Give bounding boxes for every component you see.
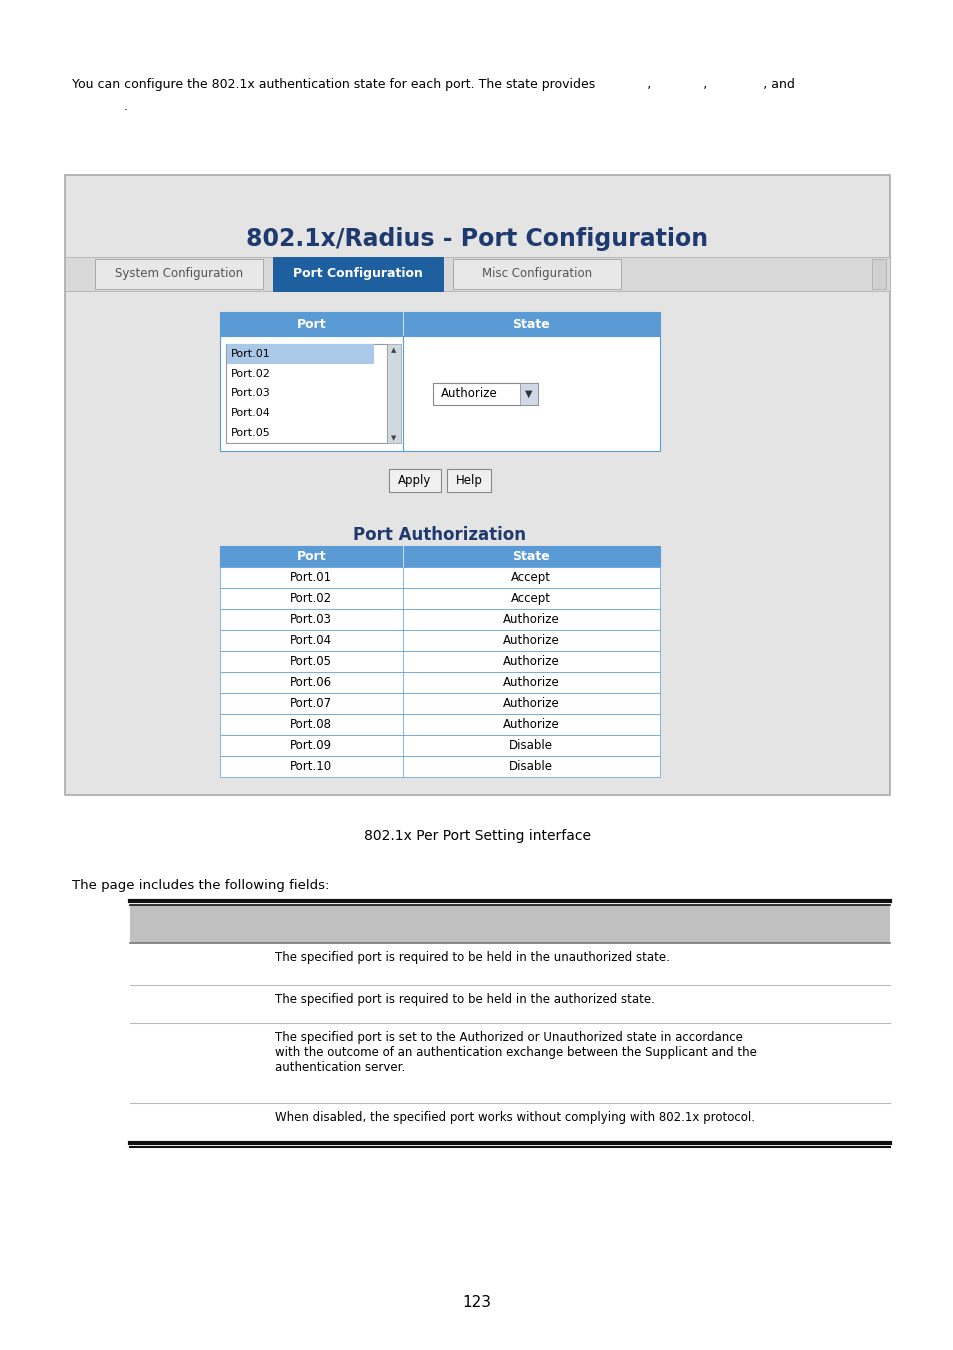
- Text: System Configuration: System Configuration: [114, 267, 243, 281]
- Text: ▲: ▲: [391, 347, 395, 352]
- Text: Port.02: Port.02: [231, 369, 271, 379]
- Bar: [220, 567, 659, 589]
- Bar: [130, 1103, 889, 1143]
- Bar: [130, 986, 889, 1023]
- Bar: [220, 630, 659, 651]
- Text: Port.04: Port.04: [231, 408, 271, 418]
- Text: Authorize: Authorize: [502, 697, 559, 710]
- Bar: [389, 468, 440, 491]
- Text: Port.05: Port.05: [231, 428, 271, 439]
- Bar: [220, 693, 659, 714]
- Text: Port.05: Port.05: [290, 655, 332, 668]
- Text: Port.03: Port.03: [231, 389, 271, 398]
- Text: ▼: ▼: [524, 389, 532, 398]
- Text: 802.1x/Radius - Port Configuration: 802.1x/Radius - Port Configuration: [246, 227, 708, 251]
- Text: Port.08: Port.08: [290, 718, 332, 730]
- Text: Authorize: Authorize: [502, 655, 559, 668]
- Text: Disable: Disable: [509, 738, 553, 752]
- Text: State: State: [512, 317, 550, 331]
- Bar: [220, 545, 659, 567]
- Text: Port: Port: [296, 317, 326, 331]
- Text: State: State: [512, 549, 550, 563]
- Text: Port.06: Port.06: [290, 676, 332, 688]
- Text: Port.09: Port.09: [290, 738, 332, 752]
- Bar: [386, 344, 400, 443]
- Text: Port.01: Port.01: [290, 571, 332, 585]
- Bar: [220, 672, 659, 693]
- Bar: [220, 714, 659, 734]
- Bar: [273, 256, 442, 292]
- Bar: [130, 1023, 889, 1103]
- Bar: [220, 609, 659, 630]
- Bar: [95, 259, 263, 289]
- Text: Port.02: Port.02: [290, 593, 332, 605]
- Text: Disable: Disable: [509, 760, 553, 774]
- Text: .: .: [71, 100, 128, 113]
- Text: Misc Configuration: Misc Configuration: [481, 267, 592, 281]
- Text: The specified port is set to the Authorized or Unauthorized state in accordance
: The specified port is set to the Authori…: [274, 1031, 756, 1075]
- Text: Accept: Accept: [511, 571, 551, 585]
- Bar: [447, 468, 491, 491]
- Text: The page includes the following fields:: The page includes the following fields:: [71, 879, 329, 892]
- Bar: [453, 259, 620, 289]
- Text: Port.04: Port.04: [290, 634, 332, 647]
- Text: Port: Port: [296, 549, 326, 563]
- Bar: [871, 259, 885, 289]
- Text: ▼: ▼: [391, 435, 395, 441]
- Bar: [130, 944, 889, 986]
- Text: Port.07: Port.07: [290, 697, 332, 710]
- Text: The specified port is required to be held in the authorized state.: The specified port is required to be hel…: [274, 994, 654, 1006]
- Bar: [220, 312, 659, 336]
- Text: Port.10: Port.10: [290, 760, 332, 774]
- Text: When disabled, the specified port works without complying with 802.1x protocol.: When disabled, the specified port works …: [274, 1111, 754, 1125]
- Bar: [226, 344, 386, 443]
- Bar: [65, 176, 889, 795]
- Text: 802.1x Per Port Setting interface: 802.1x Per Port Setting interface: [364, 829, 590, 842]
- Bar: [227, 344, 374, 363]
- Text: Help: Help: [456, 474, 482, 487]
- Bar: [65, 256, 889, 292]
- Text: Port.03: Port.03: [290, 613, 332, 626]
- Text: You can configure the 802.1x authentication state for each port. The state provi: You can configure the 802.1x authenticat…: [71, 78, 794, 90]
- Text: Apply: Apply: [398, 474, 432, 487]
- Bar: [432, 382, 537, 405]
- Text: Authorize: Authorize: [502, 634, 559, 647]
- Text: The specified port is required to be held in the unauthorized state.: The specified port is required to be hel…: [274, 950, 669, 964]
- Text: Accept: Accept: [511, 593, 551, 605]
- Bar: [220, 756, 659, 778]
- Text: Authorize: Authorize: [440, 387, 497, 400]
- Bar: [519, 382, 537, 405]
- Text: Port.01: Port.01: [231, 348, 271, 359]
- Bar: [220, 589, 659, 609]
- Bar: [130, 904, 889, 944]
- Text: Authorize: Authorize: [502, 676, 559, 688]
- Text: Port Configuration: Port Configuration: [293, 267, 422, 281]
- Bar: [220, 651, 659, 672]
- Text: Authorize: Authorize: [502, 718, 559, 730]
- Text: Port Authorization: Port Authorization: [354, 526, 526, 544]
- Bar: [220, 336, 659, 451]
- Text: Authorize: Authorize: [502, 613, 559, 626]
- Text: 123: 123: [462, 1295, 491, 1309]
- Bar: [220, 734, 659, 756]
